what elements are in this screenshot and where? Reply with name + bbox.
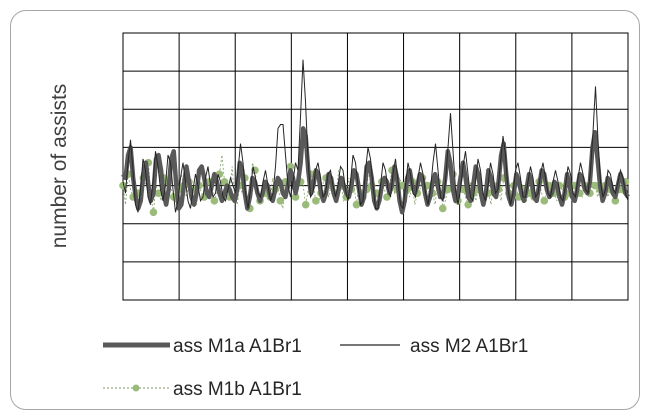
plot-grid	[122, 32, 629, 301]
data-point-m1b	[438, 204, 447, 213]
series-line-m2	[122, 59, 629, 213]
data-point-m1b	[149, 208, 158, 217]
data-point-m1b	[286, 162, 295, 171]
legend-label-m1b: ass M1b A1Br1	[173, 379, 302, 400]
legend-label-m1a: ass M1a A1Br1	[173, 336, 302, 357]
data-point-m1b	[312, 197, 320, 205]
data-point-m1b	[210, 197, 219, 205]
data-point-m1b	[611, 197, 620, 205]
y-axis-label: number of assists	[48, 84, 71, 249]
data-point-m1b	[301, 200, 310, 209]
legend: ass M1a A1Br1 ass M2 A1Br1 ass M1b A1Br1	[103, 336, 528, 400]
plot-area	[122, 32, 629, 301]
data-point-m1b	[276, 197, 285, 205]
data-point-m1b	[291, 193, 300, 201]
legend-marker-m1b	[132, 384, 140, 392]
legend-label-m2: ass M2 A1Br1	[410, 336, 528, 357]
data-point-m1b	[540, 197, 549, 205]
data-point-m1b	[352, 200, 361, 209]
series-layer	[119, 59, 630, 217]
data-point-m1b	[119, 181, 127, 190]
